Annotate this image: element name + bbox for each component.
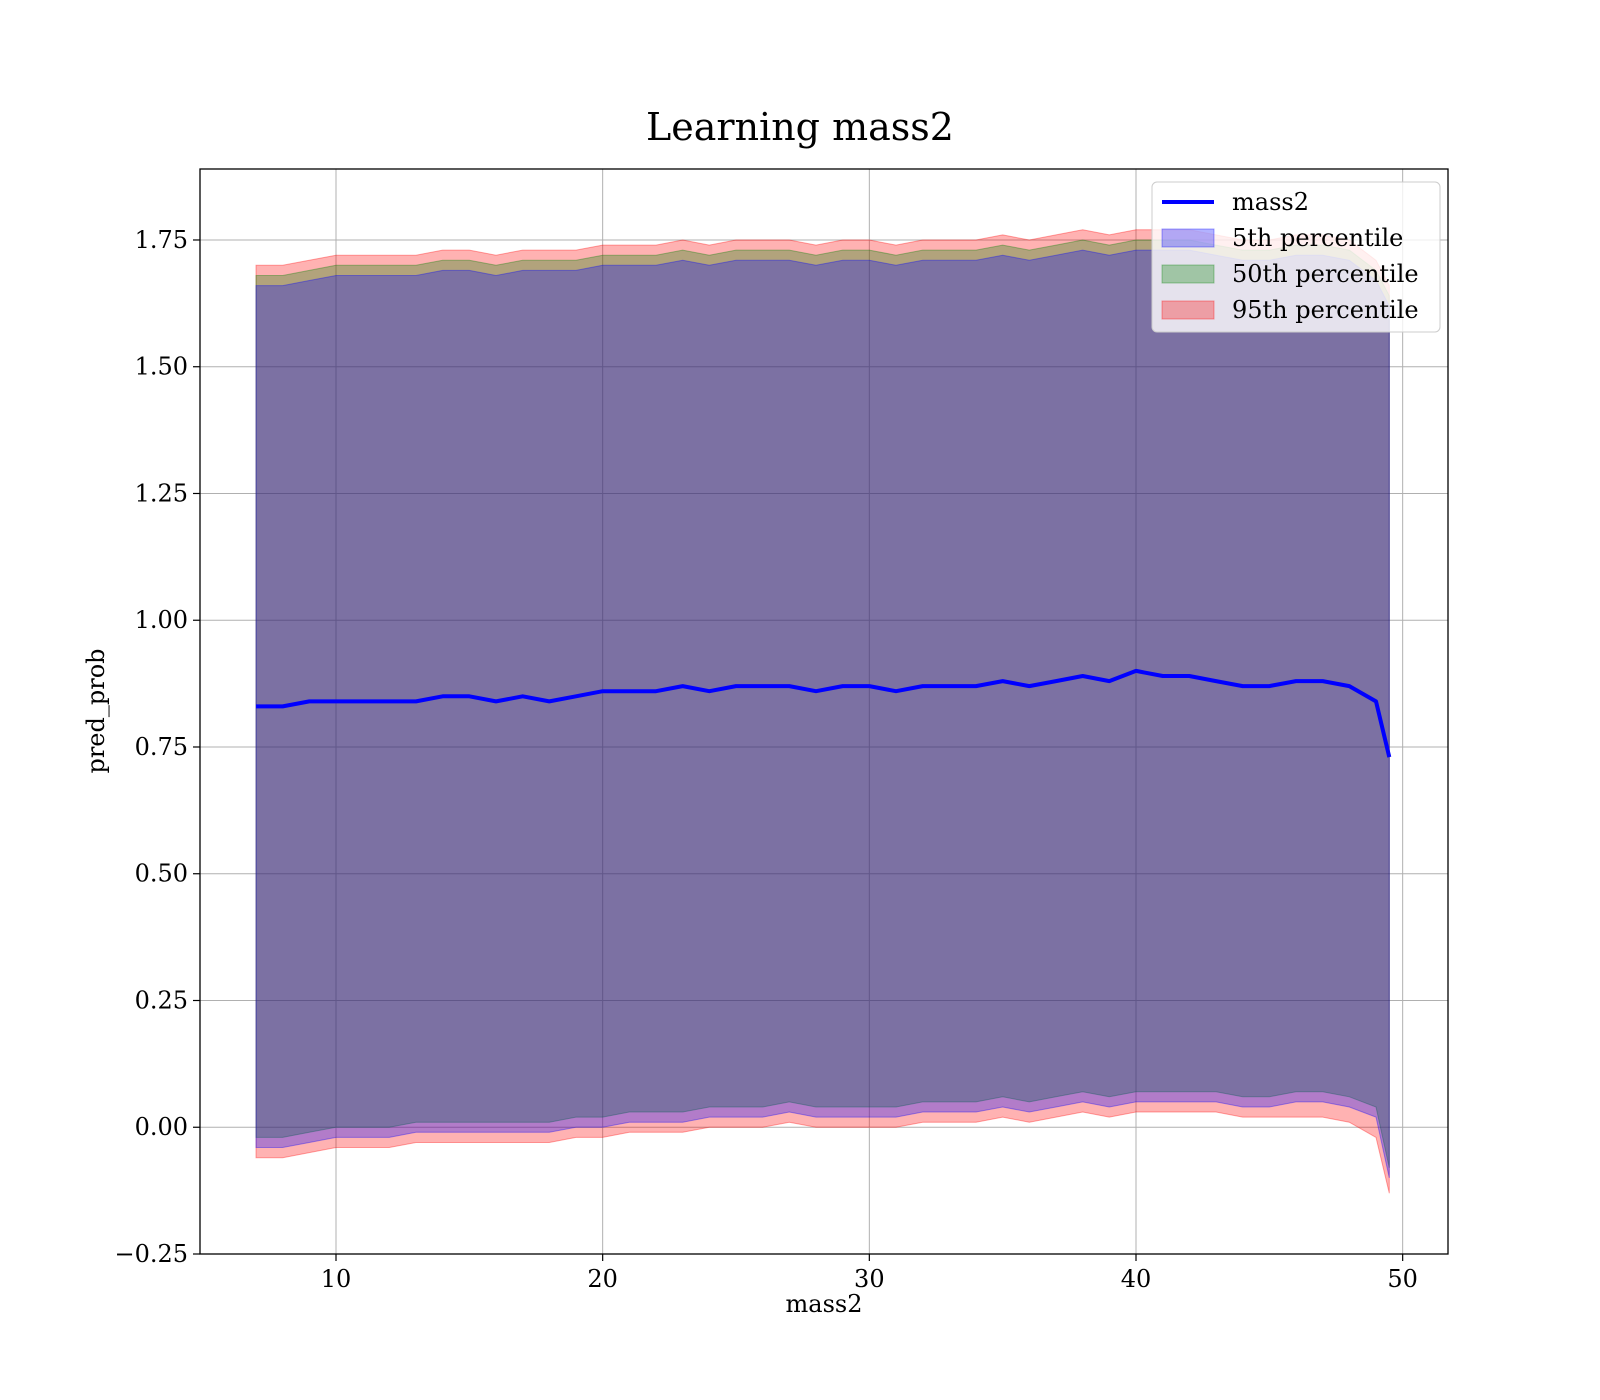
y-tick-label: 1.00	[135, 606, 188, 634]
y-ticks: −0.25 0.00 0.25 0.50 0.75 1.00 1.25 1.50 1.75	[114, 226, 200, 1268]
legend-label: 5th percentile	[1232, 224, 1403, 252]
legend-swatch-band	[1161, 264, 1215, 284]
legend-box	[1151, 181, 1441, 333]
y-tick-label: −0.25	[114, 1240, 188, 1268]
y-tick-label: 0.25	[135, 986, 188, 1014]
legend-swatch-band	[1161, 300, 1215, 320]
y-tick-label: 0.00	[135, 1113, 188, 1141]
band-50th-percentile	[255, 239, 1390, 1168]
x-tick-label: 40	[1121, 1265, 1152, 1293]
percentile-bands	[255, 229, 1390, 1194]
x-tick-label: 50	[1387, 1265, 1418, 1293]
x-tick-label: 20	[587, 1265, 618, 1293]
legend-label: 95th percentile	[1232, 296, 1419, 324]
plot-frame	[199, 168, 1449, 1255]
y-tick-label: 0.50	[135, 860, 188, 888]
x-tick-label: 30	[854, 1265, 885, 1293]
legend-label: mass2	[1232, 188, 1309, 216]
band-5th-percentile	[255, 249, 1390, 1179]
legend-swatch-band	[1161, 228, 1215, 248]
series-line-mass2	[256, 668, 1392, 758]
band-95th-percentile	[255, 229, 1390, 1194]
x-axis-label: mass2	[786, 1290, 863, 1318]
legend: mass2 5th percentile 50th percentile 95th p…	[1151, 181, 1441, 333]
y-axis-label: pred_prob	[82, 648, 110, 773]
y-tick-label: 1.25	[135, 479, 188, 507]
y-tick-label: 0.75	[135, 733, 188, 761]
x-ticks: 10 20 30 40 50	[321, 1254, 1418, 1293]
y-tick-label: 1.50	[135, 353, 188, 381]
chart-title: Learning mass2	[646, 105, 954, 149]
x-tick-label: 10	[321, 1265, 352, 1293]
legend-label: 50th percentile	[1232, 260, 1419, 288]
y-tick-label: 1.75	[135, 226, 188, 254]
line-layer	[256, 668, 1392, 758]
